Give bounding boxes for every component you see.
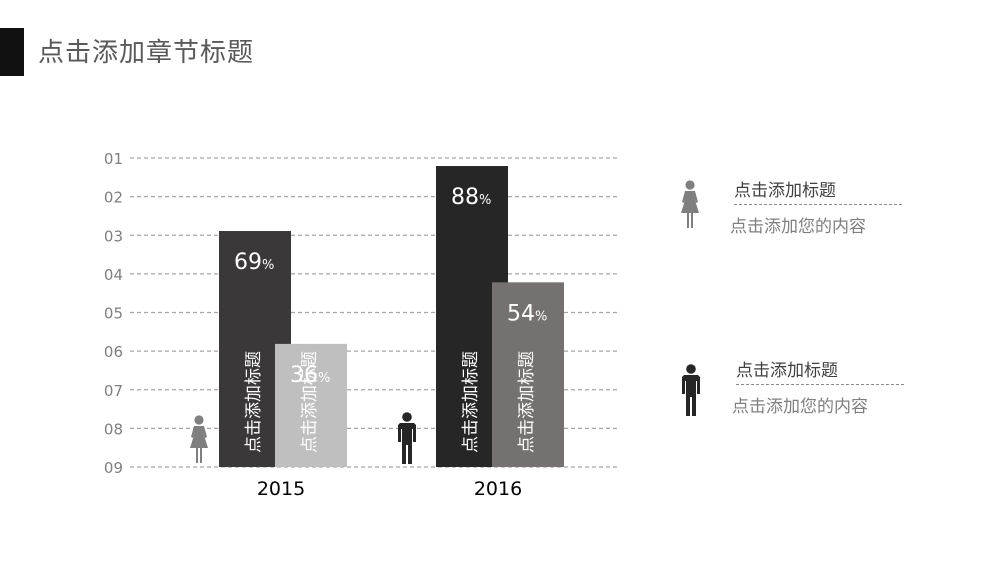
- bar-text[interactable]: 点击添加标题: [300, 351, 320, 453]
- y-tick-label: 05: [104, 305, 123, 323]
- slide-title[interactable]: 点击添加章节标题: [38, 38, 255, 68]
- bar[interactable]: [275, 343, 347, 467]
- male-icon: [682, 364, 700, 416]
- data-label: 36%: [290, 363, 330, 388]
- data-label: 69%: [234, 250, 274, 275]
- legend-title[interactable]: 点击添加标题: [736, 361, 838, 381]
- y-tick-label: 09: [104, 459, 123, 477]
- bar-text[interactable]: 点击添加标题: [461, 351, 481, 453]
- y-tick-label: 01: [104, 150, 123, 168]
- data-label: 54%: [507, 301, 547, 326]
- y-tick-label: 03: [104, 227, 123, 245]
- legend-description[interactable]: 点击添加您的内容: [730, 217, 866, 237]
- x-tick-label: 2016: [474, 478, 522, 500]
- y-tick-label: 02: [104, 189, 123, 207]
- legend-description[interactable]: 点击添加您的内容: [732, 397, 868, 417]
- bar-text[interactable]: 点击添加标题: [517, 351, 537, 453]
- legend-divider: [736, 384, 904, 385]
- female-icon: [190, 415, 208, 463]
- x-tick-label: 2015: [257, 478, 305, 500]
- male-icon: [398, 412, 416, 464]
- y-tick-label: 08: [104, 420, 123, 438]
- y-tick-label: 04: [104, 266, 123, 284]
- bar-text[interactable]: 点击添加标题: [244, 351, 264, 453]
- female-icon: [681, 180, 699, 228]
- bar[interactable]: [492, 282, 564, 467]
- data-label: 88%: [451, 185, 491, 210]
- y-tick-label: 06: [104, 343, 123, 361]
- title-accent-block: [0, 28, 24, 76]
- legend-divider: [734, 204, 902, 205]
- y-tick-label: 07: [104, 382, 123, 400]
- legend-title[interactable]: 点击添加标题: [734, 181, 836, 201]
